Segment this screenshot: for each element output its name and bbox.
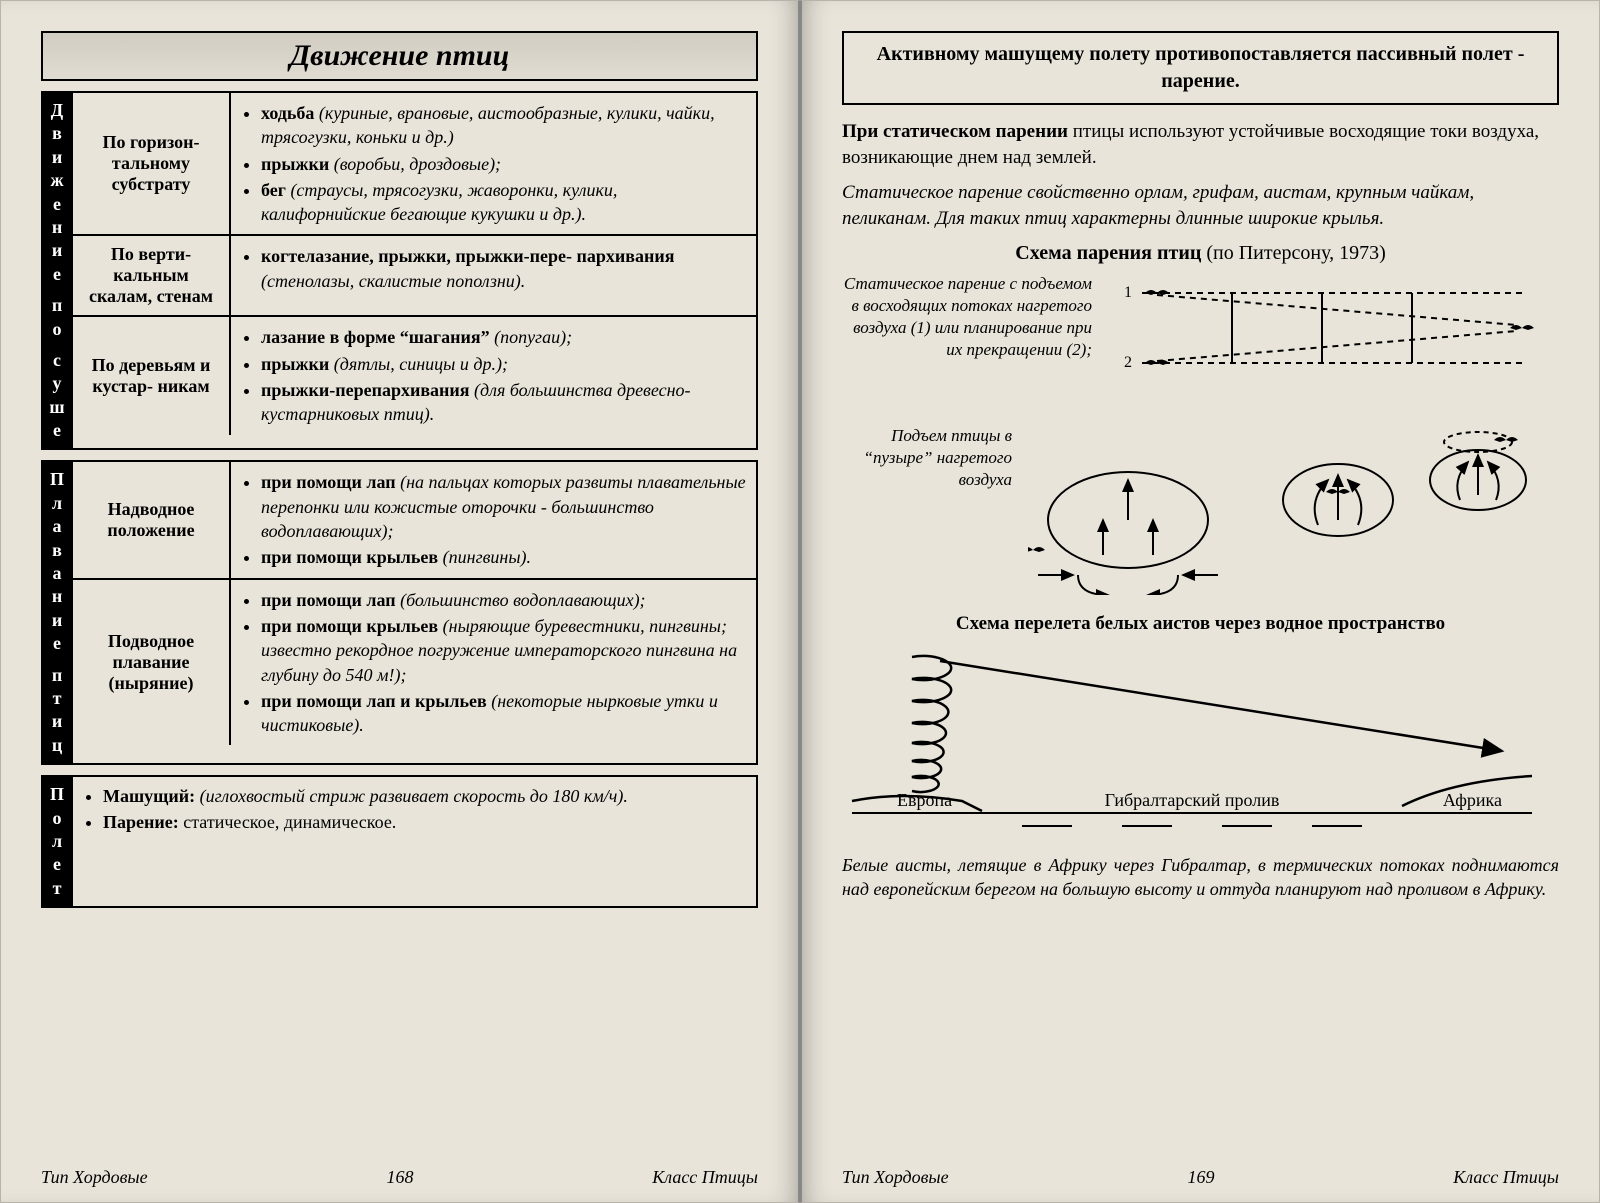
row-cat: По деревьям и кустар- никам [73, 317, 231, 434]
table-row: По горизон- тальному субстрату ходьба (к… [73, 93, 756, 236]
para-species: Статическое парение свойственно орлам, г… [842, 180, 1559, 231]
thermal-svg [1028, 425, 1548, 595]
box-heading: Активному машущему полету противопоставл… [842, 31, 1559, 105]
section-flight: Полет Машущий: (иглохвостый стриж развив… [41, 775, 758, 908]
svg-text:1: 1 [1124, 284, 1132, 301]
page-footer: Тип Хордовые 169 Класс Птицы [842, 1167, 1559, 1188]
subhead-scheme: Схема парения птиц (по Питерсону, 1973) [842, 242, 1559, 265]
vtab-flight: Полет [41, 775, 73, 908]
para-static-soaring: При статическом парении птицы используют… [842, 119, 1559, 170]
page-168: Движение птиц Движение по суше По горизо… [0, 0, 800, 1203]
footer-left: Тип Хордовые [842, 1167, 949, 1188]
row-body: лазание в форме “шагания” (попугаи); пры… [231, 317, 756, 434]
diagram-stork-migration: Европа Гибралтарский пролив Африка [842, 641, 1542, 841]
footer-right: Класс Птицы [652, 1167, 758, 1188]
vtab-land: Движение по суше [41, 91, 73, 450]
subhead-storks: Схема перелета белых аистов через водное… [842, 613, 1559, 635]
row-cat: По верти- кальным скалам, стенам [73, 236, 231, 315]
table-row: По верти- кальным скалам, стенам когтела… [73, 236, 756, 317]
table-row: По деревьям и кустар- никам лазание в фо… [73, 317, 756, 434]
row-body: ходьба (куриные, врановые, аистообразные… [231, 93, 756, 234]
table-row: Подводное плавание (ныряние) при помощи … [73, 580, 756, 746]
table-row: Надводное положение при помощи лап (на п… [73, 462, 756, 579]
diagram1-caption: Статическое парение с подъемом в восходя… [842, 273, 1092, 413]
flight-body: Машущий: (иглохвостый стриж развивает ск… [73, 775, 758, 908]
footer-right: Класс Птицы [1453, 1167, 1559, 1188]
label-gibraltar: Гибралтарский пролив [1105, 790, 1280, 810]
page-169: Активному машущему полету противопоставл… [800, 0, 1600, 1203]
row-cat: Подводное плавание (ныряние) [73, 580, 231, 746]
label-africa: Африка [1443, 790, 1502, 810]
row-body: когтелазание, прыжки, прыжки-пере- пархи… [231, 236, 756, 315]
section-swimming: Плавание птиц Надводное положение при по… [41, 460, 758, 765]
page-footer: Тип Хордовые 168 Класс Птицы [41, 1167, 758, 1188]
vtab-swim: Плавание птиц [41, 460, 73, 765]
footer-center: 169 [1187, 1167, 1214, 1188]
row-cat: По горизон- тальному субстрату [73, 93, 231, 234]
label-europe: Европа [897, 790, 952, 810]
diagram-soaring-columns: Статическое парение с подъемом в восходя… [842, 273, 1559, 413]
section-land-movement: Движение по суше По горизон- тальному су… [41, 91, 758, 450]
diagram2-caption: Подъем птицы в “пузыре” нагретого воздух… [842, 425, 1012, 491]
footer-left: Тип Хордовые [41, 1167, 148, 1188]
caption-bottom: Белые аисты, летящие в Африку через Гибр… [842, 853, 1559, 902]
svg-text:2: 2 [1124, 354, 1132, 371]
diagram-thermal-bubbles: Подъем птицы в “пузыре” нагретого воздух… [842, 425, 1559, 595]
soaring-svg: 1 2 [1102, 273, 1542, 413]
row-cat: Надводное положение [73, 462, 231, 577]
row-body: при помощи лап (большинство водоплавающи… [231, 580, 756, 746]
row-body: при помощи лап (на пальцах которых разви… [231, 462, 756, 577]
page-title: Движение птиц [41, 31, 758, 81]
footer-center: 168 [386, 1167, 413, 1188]
